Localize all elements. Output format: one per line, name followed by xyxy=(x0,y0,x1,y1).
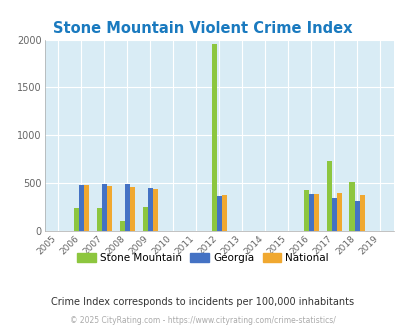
Text: Crime Index corresponds to incidents per 100,000 inhabitants: Crime Index corresponds to incidents per… xyxy=(51,297,354,307)
Bar xyxy=(303,190,308,231)
Bar xyxy=(147,188,152,231)
Bar xyxy=(359,195,364,231)
Bar xyxy=(308,194,313,231)
Bar xyxy=(143,207,147,231)
Bar xyxy=(79,185,84,231)
Bar xyxy=(349,182,354,231)
Legend: Stone Mountain, Georgia, National: Stone Mountain, Georgia, National xyxy=(72,249,333,267)
Bar xyxy=(313,194,318,231)
Bar xyxy=(84,185,89,231)
Bar xyxy=(119,221,124,231)
Bar xyxy=(336,193,341,231)
Bar xyxy=(211,44,216,231)
Bar xyxy=(107,186,112,231)
Bar xyxy=(354,201,359,231)
Bar xyxy=(216,196,221,231)
Bar xyxy=(331,197,336,231)
Bar xyxy=(96,208,102,231)
Bar xyxy=(221,195,226,231)
Text: Stone Mountain Violent Crime Index: Stone Mountain Violent Crime Index xyxy=(53,21,352,36)
Text: © 2025 CityRating.com - https://www.cityrating.com/crime-statistics/: © 2025 CityRating.com - https://www.city… xyxy=(70,316,335,325)
Bar xyxy=(124,184,130,231)
Bar xyxy=(130,187,134,231)
Bar xyxy=(152,189,158,231)
Bar xyxy=(326,161,331,231)
Bar xyxy=(102,184,107,231)
Bar xyxy=(74,208,79,231)
